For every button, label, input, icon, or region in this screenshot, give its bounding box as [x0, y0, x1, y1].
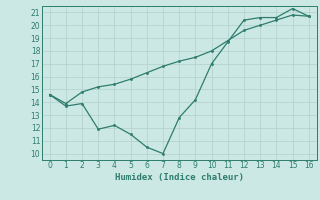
X-axis label: Humidex (Indice chaleur): Humidex (Indice chaleur) — [115, 173, 244, 182]
